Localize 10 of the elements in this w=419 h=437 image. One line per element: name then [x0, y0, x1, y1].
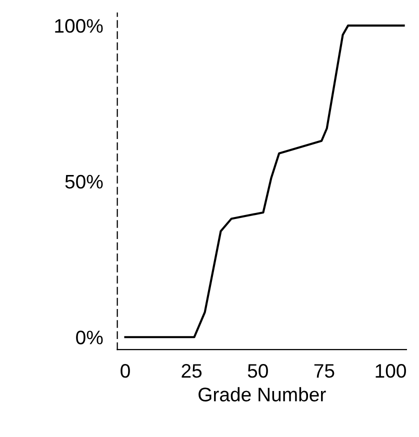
- y-tick-label: 50%: [65, 174, 103, 189]
- y-tick-label: 0%: [76, 330, 103, 344]
- x-axis-title: Grade Number: [198, 387, 326, 402]
- x-tick-label: 25: [182, 364, 202, 378]
- line-series: [124, 24, 405, 338]
- x-tick-label: 100: [376, 364, 406, 378]
- x-tick-label: 75: [314, 364, 334, 378]
- y-tick-label: 100%: [55, 19, 103, 33]
- x-tick-label: 0: [120, 364, 130, 378]
- x-tick-label: 50: [248, 364, 268, 378]
